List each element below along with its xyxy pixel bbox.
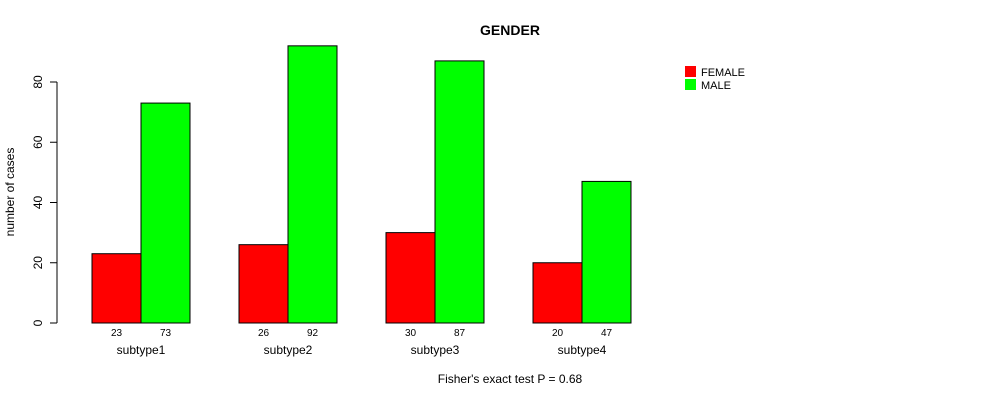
- chart-title: GENDER: [480, 22, 540, 38]
- bar-value-subtype2-male: 92: [307, 328, 319, 339]
- bar-subtype2-male: [287, 45, 338, 324]
- bar-subtype3-male: [434, 60, 485, 324]
- legend-label-male: MALE: [701, 80, 731, 92]
- legend-swatch-female: [685, 66, 696, 77]
- category-labels: subtype1 subtype2 subtype3 subtype4: [117, 343, 607, 357]
- bar-value-subtype3-female: 30: [405, 328, 417, 339]
- bar-value-subtype4-male: 47: [601, 328, 613, 339]
- bars: [91, 45, 632, 324]
- bar-value-subtype1-female: 23: [111, 328, 123, 339]
- bar-value-subtype4-female: 20: [552, 328, 564, 339]
- category-label-subtype4: subtype4: [558, 343, 607, 357]
- legend-swatch-male: [685, 79, 696, 90]
- y-tick-label-60: 60: [31, 135, 45, 149]
- bar-value-labels: 23 73 26 92 30 87 20 47: [111, 328, 613, 339]
- y-axis: 0 20 40 60 80 number of cases: [3, 75, 58, 326]
- fisher-test-footnote: Fisher's exact test P = 0.68: [438, 372, 583, 386]
- y-tick-label-40: 40: [31, 196, 45, 210]
- bar-subtype2-female: [238, 244, 289, 324]
- bar-subtype1-male: [140, 102, 191, 324]
- bar-subtype4-male: [581, 180, 632, 324]
- category-label-subtype2: subtype2: [264, 343, 313, 357]
- bar-value-subtype1-male: 73: [160, 328, 172, 339]
- y-tick-label-0: 0: [31, 319, 45, 326]
- bar-subtype1-female: [91, 253, 142, 324]
- bar-subtype4-female: [532, 262, 583, 324]
- y-axis-label: number of cases: [3, 148, 17, 237]
- legend-label-female: FEMALE: [701, 67, 745, 79]
- y-tick-label-20: 20: [31, 256, 45, 270]
- y-ticks: 0 20 40 60 80: [31, 75, 57, 326]
- bar-value-subtype2-female: 26: [258, 328, 270, 339]
- category-label-subtype1: subtype1: [117, 343, 166, 357]
- legend: FEMALE MALE: [685, 66, 745, 92]
- y-tick-label-80: 80: [31, 75, 45, 89]
- bar-subtype3-female: [385, 232, 436, 324]
- bar-value-subtype3-male: 87: [454, 328, 466, 339]
- category-label-subtype3: subtype3: [411, 343, 460, 357]
